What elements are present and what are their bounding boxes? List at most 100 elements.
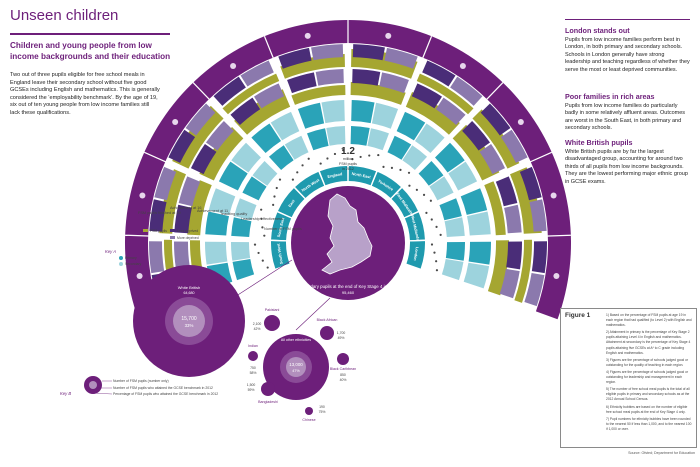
person-icon — [230, 63, 237, 70]
bar-dark — [352, 69, 381, 86]
region-band — [295, 171, 325, 198]
bar-lightteal — [402, 145, 428, 171]
bar-lightteal — [270, 111, 300, 141]
bubble-black-african — [320, 326, 334, 340]
bar-dark — [480, 103, 511, 136]
bar-teal — [232, 258, 255, 281]
page-subtitle: Children and young people from low incom… — [10, 41, 171, 61]
centre-line1: FSM pupils — [339, 162, 357, 166]
bar-teal — [251, 123, 282, 154]
person-icon — [139, 192, 146, 199]
bar-lightteal — [448, 161, 478, 191]
figure-note: 7) Pupil numbers for ethnicity bubbles h… — [606, 416, 692, 431]
pupil-icon — [333, 152, 337, 156]
bubble-name: Pakistani — [265, 308, 280, 312]
pupil-icon — [342, 149, 345, 152]
bar-olive — [452, 124, 500, 181]
bar-lightteal — [441, 258, 464, 281]
pupil-icon — [261, 226, 264, 229]
side-heading: Poor families in rich areas — [565, 92, 655, 101]
bar-teal — [268, 145, 294, 171]
bar-mauve — [185, 103, 216, 136]
key-b-item: Percentage of FSM pupils who attained th… — [113, 392, 218, 396]
region-label: South West — [276, 242, 283, 264]
region-label: London — [413, 247, 419, 262]
key-b-bubble-core — [89, 381, 97, 389]
bar-lightteal — [463, 262, 490, 289]
pupil-icon — [430, 218, 433, 221]
pupil-icon — [377, 153, 380, 157]
bar-olive — [159, 169, 186, 234]
bar-lightteal — [284, 135, 309, 160]
connector-line — [229, 259, 293, 301]
map-caption: Secondary pupils at the end of Key Stage… — [298, 284, 399, 289]
legend-swatch — [119, 256, 123, 260]
bar-dark — [422, 60, 456, 87]
pupil-icon — [319, 162, 322, 165]
bubble-core — [173, 305, 205, 337]
bar-mauve — [173, 241, 190, 270]
key-a-legend: Key A FSM pupils Less deprived More depr… — [105, 229, 199, 266]
pupil-icon — [435, 269, 439, 272]
ring-label: Teaching quality — [220, 212, 247, 216]
region-band — [277, 188, 305, 218]
bar-dark — [462, 121, 491, 151]
pupil-icon — [408, 184, 411, 187]
legend-swatch — [143, 229, 148, 232]
pupil-icon — [253, 243, 257, 246]
bar-dark — [506, 241, 522, 270]
pupil-icon — [425, 211, 428, 214]
figure-note: 5) The number of free school meal pupils… — [606, 387, 690, 402]
key-b-item: Number of FSM pupils (number only) — [113, 379, 169, 383]
side-text: White British pupils are by far the larg… — [565, 149, 688, 185]
connector-line — [295, 297, 331, 331]
legend-item: Secondary — [125, 262, 142, 266]
bar-olive — [472, 109, 520, 169]
bubble-name: All other ethnicities — [281, 338, 311, 342]
ring-label: Achievement at 16 — [170, 206, 201, 210]
region-label: North East — [351, 172, 371, 180]
region-label: England — [327, 172, 343, 179]
pupil-icon — [390, 166, 394, 170]
pupil-icon — [278, 178, 282, 181]
bar-olive — [280, 54, 345, 79]
bar-teal — [351, 100, 375, 124]
ring-label: FSM pupils finished at 19 — [138, 211, 181, 215]
person-icon — [550, 192, 557, 199]
pupil-icon — [291, 178, 294, 181]
bar-teal — [418, 160, 444, 186]
bar-mauve — [240, 60, 274, 87]
centre-unit: million — [343, 157, 353, 161]
person-icon — [136, 273, 143, 280]
pupil-icon — [359, 155, 362, 159]
bar-mauve — [479, 143, 506, 175]
spoke-line — [263, 36, 327, 188]
bubble-pct: 42% — [254, 327, 261, 331]
pupil-icon — [429, 199, 432, 202]
bar-olive — [234, 89, 291, 135]
pupil-icon — [399, 168, 402, 171]
bar-dark — [213, 76, 246, 106]
side-text: Pupils from low income families do parti… — [565, 103, 686, 132]
side-section-white-british: White British pupils White British pupil… — [565, 138, 690, 186]
england-map — [321, 193, 373, 275]
bar-dark — [411, 83, 443, 109]
key-b-legend: Key B Number of FSM pupils (number only)… — [60, 376, 218, 396]
bar-dark — [174, 204, 192, 234]
bar-olive — [484, 181, 506, 236]
side-heading: White British pupils — [565, 138, 633, 147]
bar-mauve — [504, 204, 522, 234]
title-rule — [10, 33, 170, 35]
ring-band-leadership — [230, 124, 466, 284]
bar-mauve — [529, 199, 547, 232]
figure-notes-box: Figure 1 1) Based on the percentage of F… — [560, 308, 697, 448]
bar-lightteal — [231, 142, 261, 173]
bar-teal — [468, 241, 492, 265]
region-band — [371, 171, 401, 198]
key-b-label: Key B — [60, 391, 71, 396]
bar-olive — [291, 85, 346, 105]
ring-labels: FSM pupils finished at 19 Achievement at… — [138, 206, 302, 231]
bar-lightteal — [367, 128, 389, 151]
figure-note: 1) Based on the percentage of FSM pupils… — [606, 313, 692, 328]
bar-olive — [514, 239, 532, 303]
